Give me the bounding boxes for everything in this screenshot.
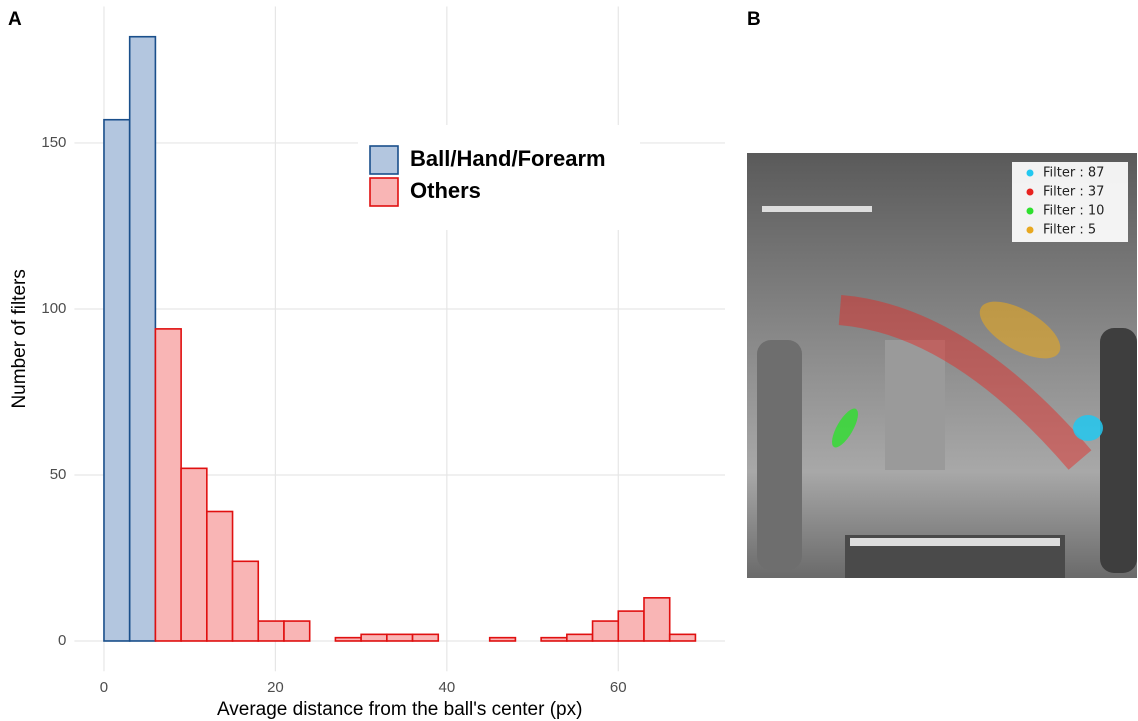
bar (257, 620, 285, 642)
bar (128, 35, 157, 642)
y-tick-label: 150 (41, 134, 66, 151)
bar (103, 118, 131, 642)
bar (591, 620, 620, 642)
legend-key (369, 177, 399, 207)
bar (154, 328, 182, 642)
photo-legend-label: Filter : 10 (1043, 204, 1104, 219)
histogram-panel: 0 50 100 150 0 20 40 60 Average distance from th… (9, 6, 725, 720)
bar (360, 633, 388, 642)
bar (668, 633, 697, 642)
bar (283, 620, 311, 642)
bar (566, 633, 594, 642)
photo-trace (838, 295, 1092, 470)
photo-legend: Filter : 87 Filter : 37 Filter : 10 Filter … (1026, 166, 1104, 238)
legend-box (358, 125, 640, 230)
panel-label: A (8, 9, 22, 30)
y-axis-title: Number of filters (9, 269, 30, 408)
y-tick-label: 50 (50, 466, 67, 483)
panel-label: B (747, 9, 761, 30)
bar (334, 636, 362, 642)
photo-legend-dot (1026, 226, 1034, 234)
photo-legend-label: Filter : 5 (1043, 223, 1096, 238)
bar (540, 636, 568, 642)
bar (180, 467, 208, 642)
x-tick-label: 40 (439, 679, 456, 696)
y-tick-label: 0 (58, 632, 66, 649)
photo-mat-edge (850, 538, 1060, 546)
x-tick-label: 60 (610, 679, 627, 696)
x-tick-label: 20 (267, 679, 284, 696)
y-tick-label: 100 (41, 300, 66, 317)
photo-person (1100, 328, 1137, 573)
bar (488, 636, 517, 642)
photo-door (885, 340, 945, 470)
x-axis-title: Average distance from the ball's center … (217, 699, 583, 720)
photo-legend-dot (1026, 188, 1034, 196)
legend-label: Ball/Hand/Forearm (410, 146, 606, 171)
photo-light (762, 206, 872, 212)
photo-trace (832, 408, 858, 448)
photo-legend-dot (1026, 207, 1034, 215)
photo-legend-label: Filter : 37 (1043, 185, 1104, 200)
photo-legend-dot (1026, 169, 1034, 177)
legend-key (369, 145, 399, 175)
bar (231, 560, 260, 642)
photo: Filter : 87 Filter : 37 Filter : 10 Filter … (747, 153, 1137, 578)
bar (411, 633, 440, 642)
photo-trace (1073, 415, 1103, 441)
bar (386, 633, 414, 642)
bar (617, 610, 645, 642)
photo-legend-label: Filter : 87 (1043, 166, 1104, 181)
photo-person (757, 340, 802, 570)
x-tick-label: 0 (100, 679, 108, 696)
legend-label: Others (410, 178, 481, 203)
bar (206, 510, 234, 642)
bar (643, 597, 671, 642)
photo-trace (979, 301, 1061, 359)
